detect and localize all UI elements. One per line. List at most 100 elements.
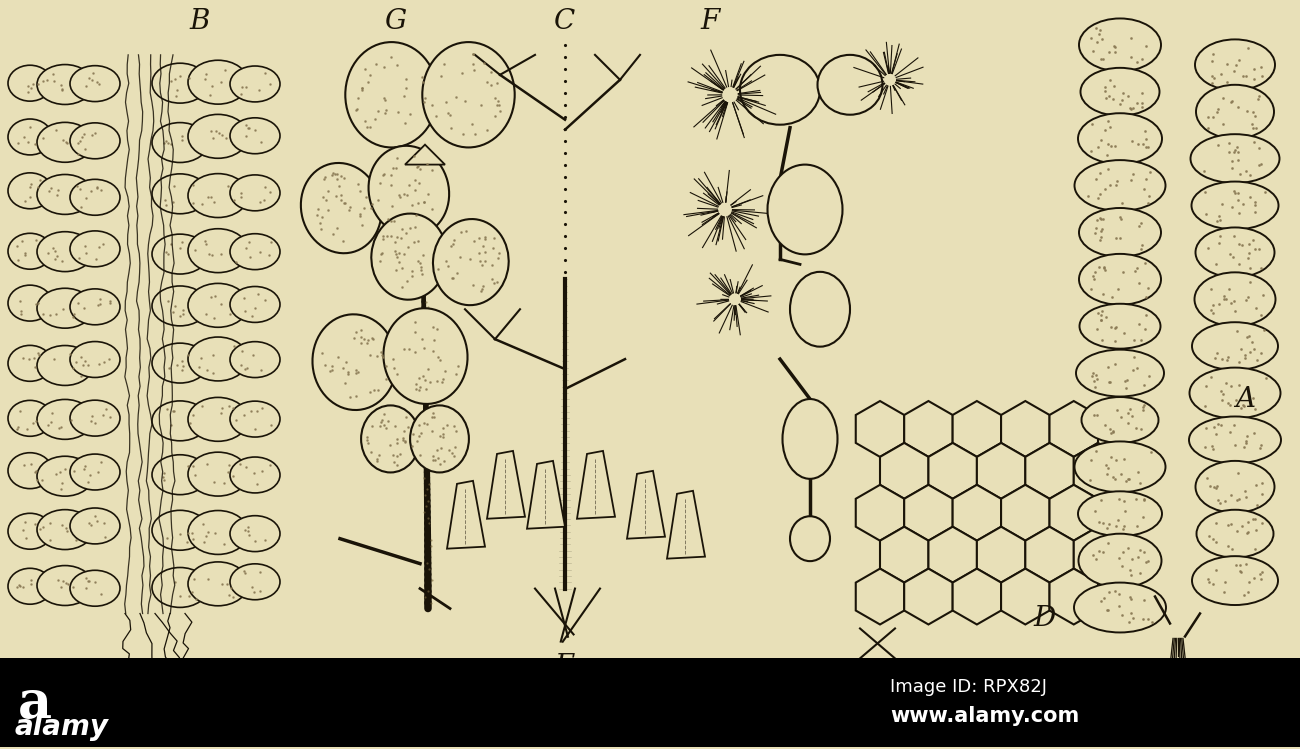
Polygon shape — [577, 451, 615, 519]
Ellipse shape — [1196, 228, 1274, 277]
Ellipse shape — [790, 516, 829, 561]
Text: F: F — [701, 8, 720, 35]
Ellipse shape — [188, 283, 248, 327]
Polygon shape — [1026, 527, 1074, 583]
Ellipse shape — [230, 401, 280, 437]
Text: B: B — [190, 8, 211, 35]
Ellipse shape — [1195, 273, 1275, 327]
Polygon shape — [855, 485, 905, 541]
Ellipse shape — [188, 337, 248, 381]
Ellipse shape — [152, 510, 208, 551]
Polygon shape — [880, 527, 928, 583]
Ellipse shape — [1190, 416, 1280, 464]
Ellipse shape — [8, 345, 52, 381]
Ellipse shape — [422, 42, 515, 148]
Ellipse shape — [1074, 583, 1166, 632]
Ellipse shape — [346, 42, 438, 148]
Polygon shape — [526, 461, 566, 529]
Ellipse shape — [1080, 68, 1160, 115]
Ellipse shape — [36, 175, 94, 214]
Ellipse shape — [368, 146, 448, 236]
Ellipse shape — [372, 213, 447, 300]
Ellipse shape — [1195, 40, 1275, 91]
Polygon shape — [667, 491, 705, 559]
Ellipse shape — [188, 452, 248, 496]
Ellipse shape — [1079, 254, 1161, 305]
Polygon shape — [928, 443, 976, 499]
Ellipse shape — [1075, 160, 1166, 211]
Polygon shape — [976, 527, 1026, 583]
Ellipse shape — [152, 63, 208, 103]
Ellipse shape — [433, 219, 508, 305]
Polygon shape — [1074, 443, 1122, 499]
Ellipse shape — [783, 399, 837, 479]
Ellipse shape — [230, 175, 280, 210]
Ellipse shape — [188, 398, 248, 441]
Ellipse shape — [152, 174, 208, 213]
Polygon shape — [627, 471, 666, 539]
Ellipse shape — [70, 289, 120, 325]
Ellipse shape — [70, 400, 120, 436]
Ellipse shape — [1082, 397, 1158, 443]
Text: a: a — [18, 679, 52, 730]
Ellipse shape — [152, 234, 208, 274]
Ellipse shape — [188, 228, 248, 273]
Ellipse shape — [384, 309, 468, 404]
Ellipse shape — [1190, 368, 1280, 419]
Ellipse shape — [152, 455, 208, 494]
Ellipse shape — [740, 55, 820, 124]
Ellipse shape — [230, 342, 280, 377]
Ellipse shape — [188, 511, 248, 554]
Ellipse shape — [1196, 461, 1274, 513]
Ellipse shape — [8, 65, 52, 101]
Ellipse shape — [1192, 557, 1278, 605]
Ellipse shape — [1078, 113, 1162, 164]
Polygon shape — [1001, 485, 1049, 541]
Polygon shape — [855, 568, 905, 625]
Text: A: A — [1235, 386, 1254, 413]
Ellipse shape — [8, 173, 52, 209]
Ellipse shape — [70, 123, 120, 159]
Ellipse shape — [1192, 181, 1278, 229]
Polygon shape — [1049, 485, 1098, 541]
Ellipse shape — [70, 342, 120, 377]
Polygon shape — [406, 145, 445, 165]
Ellipse shape — [8, 568, 52, 604]
Ellipse shape — [230, 66, 280, 102]
Ellipse shape — [1196, 510, 1274, 558]
Polygon shape — [953, 401, 1001, 457]
Polygon shape — [1074, 527, 1122, 583]
Text: www.alamy.com: www.alamy.com — [891, 706, 1079, 727]
Polygon shape — [1001, 568, 1049, 625]
Ellipse shape — [36, 288, 94, 328]
Text: alamy: alamy — [16, 713, 109, 742]
Ellipse shape — [1079, 304, 1161, 348]
Ellipse shape — [152, 343, 208, 383]
Ellipse shape — [188, 562, 248, 606]
Ellipse shape — [230, 287, 280, 322]
Ellipse shape — [361, 405, 420, 473]
Ellipse shape — [1192, 322, 1278, 370]
Ellipse shape — [1078, 491, 1162, 536]
Polygon shape — [928, 527, 976, 583]
Text: Image ID: RPX82J: Image ID: RPX82J — [891, 679, 1046, 697]
Polygon shape — [905, 568, 953, 625]
Ellipse shape — [230, 564, 280, 600]
Polygon shape — [953, 485, 1001, 541]
Text: E: E — [555, 653, 575, 680]
Polygon shape — [1001, 401, 1049, 457]
Ellipse shape — [8, 285, 52, 321]
Ellipse shape — [1075, 441, 1166, 492]
Ellipse shape — [188, 174, 248, 217]
Polygon shape — [1049, 401, 1098, 457]
Ellipse shape — [410, 405, 469, 473]
Ellipse shape — [230, 234, 280, 270]
Ellipse shape — [36, 231, 94, 272]
Polygon shape — [880, 443, 928, 499]
Polygon shape — [1049, 568, 1098, 625]
Ellipse shape — [36, 64, 94, 104]
Ellipse shape — [300, 163, 381, 253]
Ellipse shape — [36, 509, 94, 550]
Polygon shape — [976, 443, 1026, 499]
Ellipse shape — [767, 165, 842, 255]
